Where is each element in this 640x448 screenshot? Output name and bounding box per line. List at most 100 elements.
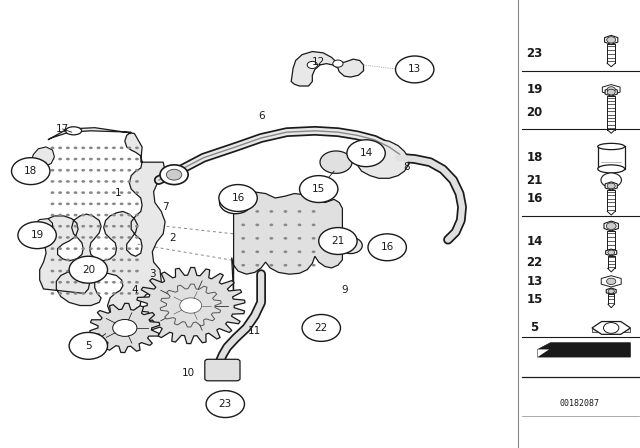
Circle shape xyxy=(601,173,621,187)
Circle shape xyxy=(104,191,108,194)
Circle shape xyxy=(127,146,131,149)
Circle shape xyxy=(166,169,182,180)
Circle shape xyxy=(127,180,131,183)
Text: 23: 23 xyxy=(219,399,232,409)
Circle shape xyxy=(81,169,85,172)
Circle shape xyxy=(312,224,316,226)
Circle shape xyxy=(135,258,139,261)
Circle shape xyxy=(120,146,124,149)
Text: 23: 23 xyxy=(526,47,543,60)
Text: 16: 16 xyxy=(232,193,244,203)
Circle shape xyxy=(255,210,259,213)
Text: 16: 16 xyxy=(381,242,394,252)
Circle shape xyxy=(120,169,124,172)
Circle shape xyxy=(51,247,54,250)
Text: 11: 11 xyxy=(248,326,261,336)
Circle shape xyxy=(606,223,616,229)
Circle shape xyxy=(226,196,245,209)
Circle shape xyxy=(120,214,124,216)
Text: 3: 3 xyxy=(149,269,156,279)
Polygon shape xyxy=(160,284,221,327)
Circle shape xyxy=(120,270,124,272)
Text: 00182087: 00182087 xyxy=(559,399,599,408)
Polygon shape xyxy=(605,35,618,44)
Circle shape xyxy=(135,236,139,239)
Circle shape xyxy=(298,210,301,213)
Circle shape xyxy=(58,146,62,149)
Circle shape xyxy=(241,224,245,226)
Circle shape xyxy=(89,146,93,149)
Circle shape xyxy=(51,146,54,149)
Polygon shape xyxy=(592,322,630,334)
Circle shape xyxy=(112,281,116,284)
Circle shape xyxy=(74,169,77,172)
Circle shape xyxy=(298,250,301,253)
Circle shape xyxy=(81,180,85,183)
Circle shape xyxy=(74,180,77,183)
Circle shape xyxy=(120,180,124,183)
Circle shape xyxy=(104,214,108,216)
Text: 22: 22 xyxy=(315,323,328,333)
Polygon shape xyxy=(605,182,618,190)
Circle shape xyxy=(112,225,116,228)
Text: 8: 8 xyxy=(404,162,410,172)
Circle shape xyxy=(74,247,77,250)
Circle shape xyxy=(104,202,108,205)
Polygon shape xyxy=(538,343,630,357)
Circle shape xyxy=(112,236,116,239)
Circle shape xyxy=(12,158,50,185)
Circle shape xyxy=(135,270,139,272)
Circle shape xyxy=(79,260,107,280)
Circle shape xyxy=(97,214,100,216)
Text: 5: 5 xyxy=(85,341,92,351)
Circle shape xyxy=(58,292,62,295)
Circle shape xyxy=(333,60,343,67)
Circle shape xyxy=(104,292,108,295)
Circle shape xyxy=(206,391,244,418)
Circle shape xyxy=(104,225,108,228)
Circle shape xyxy=(97,292,100,295)
Circle shape xyxy=(112,169,116,172)
Circle shape xyxy=(255,237,259,240)
Circle shape xyxy=(127,169,131,172)
Text: 20: 20 xyxy=(82,265,95,275)
Circle shape xyxy=(81,146,85,149)
Circle shape xyxy=(74,202,77,205)
Circle shape xyxy=(104,236,108,239)
Text: 12: 12 xyxy=(312,57,325,67)
Circle shape xyxy=(89,191,93,194)
Circle shape xyxy=(127,281,131,284)
Polygon shape xyxy=(605,249,617,256)
Circle shape xyxy=(371,236,403,258)
Circle shape xyxy=(300,176,338,202)
Circle shape xyxy=(608,250,614,255)
Circle shape xyxy=(74,158,77,160)
Circle shape xyxy=(97,258,100,261)
Circle shape xyxy=(127,236,131,239)
Circle shape xyxy=(89,225,93,228)
Circle shape xyxy=(51,180,54,183)
Circle shape xyxy=(81,281,85,284)
Circle shape xyxy=(81,214,85,216)
Circle shape xyxy=(51,214,54,216)
Circle shape xyxy=(120,236,124,239)
Polygon shape xyxy=(606,288,616,294)
Circle shape xyxy=(255,224,259,226)
Text: 17: 17 xyxy=(56,124,69,134)
Polygon shape xyxy=(602,85,620,95)
Circle shape xyxy=(51,191,54,194)
Circle shape xyxy=(396,56,434,83)
Circle shape xyxy=(312,210,316,213)
Circle shape xyxy=(284,224,287,226)
Text: 14: 14 xyxy=(526,234,543,248)
Circle shape xyxy=(97,236,100,239)
Circle shape xyxy=(66,202,70,205)
Circle shape xyxy=(112,214,116,216)
Polygon shape xyxy=(31,147,54,167)
Polygon shape xyxy=(538,349,549,357)
Circle shape xyxy=(284,250,287,253)
Text: 5: 5 xyxy=(531,321,538,335)
Circle shape xyxy=(66,180,70,183)
Circle shape xyxy=(120,292,124,295)
Circle shape xyxy=(241,264,245,267)
